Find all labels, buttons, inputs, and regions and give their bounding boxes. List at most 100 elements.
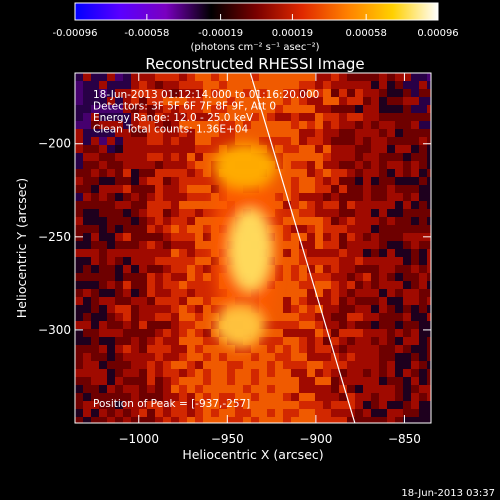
heatmap-cell: [99, 265, 107, 273]
heatmap-cell: [291, 73, 299, 81]
heatmap-cell: [83, 153, 91, 161]
heatmap-cell: [115, 153, 123, 161]
colorbar-tick-labels: -0.00096 -0.00058 -0.00019 0.00019 0.00058 0.…: [53, 28, 459, 39]
heatmap-cell: [99, 161, 107, 169]
heatmap-cell: [91, 369, 99, 377]
heatmap-cell: [283, 273, 291, 281]
heatmap-cell: [171, 313, 179, 321]
heatmap-cell: [259, 105, 267, 113]
heatmap-cell: [115, 337, 123, 345]
heatmap-cell: [419, 329, 427, 337]
heatmap-cell: [395, 369, 403, 377]
heatmap-cell: [131, 89, 139, 97]
heatmap-cell: [299, 385, 307, 393]
heatmap-cell: [419, 185, 427, 193]
heatmap-cell: [307, 417, 315, 423]
heatmap-cell: [411, 329, 419, 337]
heatmap-cell: [115, 193, 123, 201]
heatmap-cell: [171, 297, 179, 305]
heatmap-cell: [355, 185, 363, 193]
heatmap-cell: [427, 313, 431, 321]
heatmap-cell: [75, 129, 83, 137]
heatmap-cell: [419, 401, 427, 409]
heatmap-cell: [211, 417, 219, 423]
heatmap-cell: [427, 337, 431, 345]
heatmap-cell: [267, 393, 275, 401]
heatmap-cell: [283, 137, 291, 145]
heatmap-cell: [123, 329, 131, 337]
heatmap-cell: [427, 177, 431, 185]
heatmap-cell: [187, 201, 195, 209]
heatmap-cell: [331, 329, 339, 337]
heatmap-cell: [171, 273, 179, 281]
heatmap-cell: [371, 361, 379, 369]
heatmap-cell: [395, 233, 403, 241]
heatmap-cell: [171, 201, 179, 209]
heatmap-cell: [291, 393, 299, 401]
heatmap-cell: [99, 409, 107, 417]
heatmap-cell: [251, 401, 259, 409]
heatmap-cell: [251, 121, 259, 129]
heatmap-cell: [107, 185, 115, 193]
heatmap-cell: [219, 377, 227, 385]
heatmap-cell: [83, 81, 91, 89]
heatmap-cell: [299, 401, 307, 409]
heatmap-cell: [275, 81, 283, 89]
heatmap-cell: [427, 297, 431, 305]
x-tick-label: −850: [388, 432, 421, 446]
heatmap-cell: [283, 145, 291, 153]
emission-source-middle: [229, 208, 272, 291]
heatmap-cell: [267, 89, 275, 97]
heatmap-cell: [131, 185, 139, 193]
heatmap-cell: [347, 225, 355, 233]
heatmap-cell: [347, 369, 355, 377]
heatmap-cell: [387, 177, 395, 185]
heatmap-cell: [419, 345, 427, 353]
heatmap-cell: [427, 329, 431, 337]
heatmap-cell: [363, 369, 371, 377]
heatmap-cell: [363, 97, 371, 105]
footer-timestamp: 18-Jun-2013 03:37: [401, 488, 495, 499]
heatmap-cell: [347, 233, 355, 241]
heatmap-cell: [83, 313, 91, 321]
heatmap-cell: [347, 145, 355, 153]
heatmap-cell: [91, 305, 99, 313]
heatmap-cell: [147, 297, 155, 305]
heatmap-cell: [123, 225, 131, 233]
heatmap-cell: [147, 177, 155, 185]
heatmap-cell: [315, 105, 323, 113]
heatmap-cell: [155, 409, 163, 417]
heatmap-cell: [203, 169, 211, 177]
heatmap-cell: [147, 329, 155, 337]
heatmap-cell: [267, 305, 275, 313]
heatmap-cell: [363, 313, 371, 321]
heatmap-cell: [179, 129, 187, 137]
heatmap-cell: [163, 321, 171, 329]
heatmap-cell: [419, 305, 427, 313]
heatmap-cell: [403, 361, 411, 369]
heatmap-cell: [187, 129, 195, 137]
heatmap-cell: [371, 257, 379, 265]
heatmap-cell: [147, 257, 155, 265]
heatmap-cell: [379, 185, 387, 193]
heatmap-cell: [379, 401, 387, 409]
heatmap-cell: [363, 113, 371, 121]
heatmap-cell: [203, 137, 211, 145]
heatmap-cell: [83, 361, 91, 369]
heatmap-cell: [115, 273, 123, 281]
heatmap-cell: [123, 273, 131, 281]
heatmap-cell: [395, 321, 403, 329]
heatmap-cell: [291, 193, 299, 201]
heatmap-cell: [147, 409, 155, 417]
heatmap-cell: [315, 241, 323, 249]
heatmap-cell: [403, 169, 411, 177]
heatmap-cell: [315, 353, 323, 361]
heatmap-cell: [427, 113, 431, 121]
heatmap-cell: [179, 345, 187, 353]
heatmap-cell: [299, 377, 307, 385]
plot-frame: [74, 72, 432, 424]
heatmap-cell: [267, 369, 275, 377]
heatmap-cell: [91, 329, 99, 337]
heatmap-cell: [419, 409, 427, 417]
heatmap-cell: [91, 377, 99, 385]
